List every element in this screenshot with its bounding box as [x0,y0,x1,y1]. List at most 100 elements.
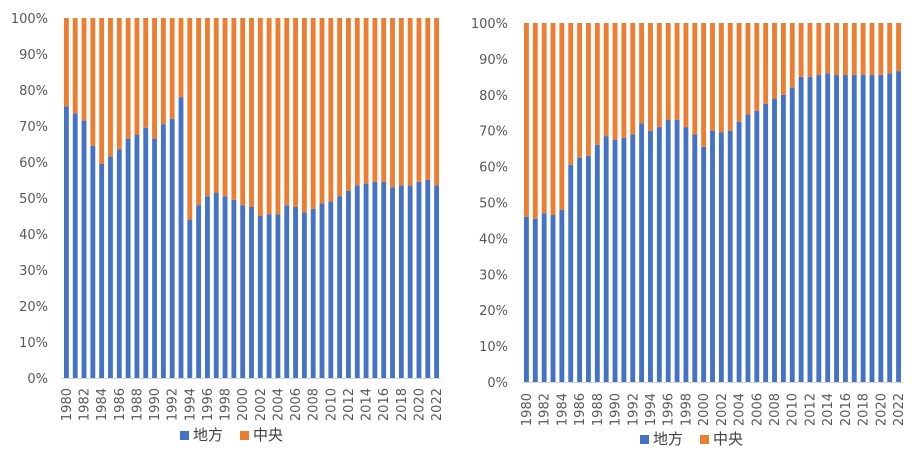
bar-local-1996 [665,119,671,383]
bar-central-1989 [603,23,609,137]
bar-local-2003 [266,214,272,378]
bar-local-2000 [701,146,707,382]
bar-local-1988 [594,145,600,382]
bar-central-2002 [257,18,263,216]
bar-central-1996 [665,23,671,120]
legend-swatch-local [640,435,649,444]
bar-local-1997 [674,119,680,383]
legend-swatch-local [180,431,189,440]
x-tick-label: 1992 [626,393,641,426]
x-tick-label: 1990 [148,388,163,421]
chart-2: 0%10%20%30%40%50%60%70%80%90%100%1980 198… [471,17,907,448]
x-tick-label: 1992 [166,388,181,421]
bar-central-2001 [249,18,254,207]
bar-central-2011 [337,18,343,197]
x-tick-label: 1982 [78,388,93,421]
bar-local-1992 [169,118,175,379]
x-tick-label: 2012 [803,393,818,426]
bar-local-2007 [301,212,307,378]
y-tick-label: 100% [471,17,508,32]
bar-central-1999 [231,18,237,200]
bar-central-1982 [81,18,87,121]
bar-central-2012 [807,23,813,77]
x-tick-label: 2020 [412,388,427,421]
legend: 地方 中央 [640,430,743,448]
bar-local-2016 [842,75,848,383]
bar-local-2007 [763,103,769,383]
bar-central-1993 [639,23,645,124]
bar-central-1983 [90,18,96,146]
bar-local-2004 [736,121,742,382]
x-tick-label: 2008 [768,393,783,426]
legend: 地方 中央 [180,426,283,444]
y-tick-label: 30% [19,264,48,279]
bar-local-1984 [99,163,105,378]
bar-central-2006 [293,18,298,207]
bar-central-1988 [594,23,600,146]
bar-central-1981 [532,23,538,219]
x-tick-label: 1982 [538,393,553,426]
bar-central-2002 [718,23,724,133]
bar-central-2008 [310,18,316,209]
bar-central-2007 [763,23,769,104]
bar-local-2004 [275,214,281,378]
bar-local-2014 [825,73,831,382]
bar-central-2005 [745,23,751,115]
bar-central-1981 [72,18,78,114]
bar-central-2005 [284,18,290,206]
y-tick-label: 10% [479,340,508,355]
legend-label-local: 地方 [193,426,223,444]
bar-local-1986 [577,157,583,382]
bar-local-2010 [789,87,795,383]
y-tick-label: 50% [19,192,48,207]
x-tick-label: 2004 [271,388,286,421]
y-tick-label: 90% [479,53,508,68]
bar-local-1987 [125,138,131,378]
bar-central-2022 [434,18,440,186]
bar-central-2004 [736,23,742,122]
x-tick-label: 2020 [874,393,889,426]
bar-central-1998 [222,18,228,197]
bar-central-2010 [328,18,334,202]
bar-central-2018 [860,23,866,76]
bar-local-1984 [559,209,565,382]
y-tick-label: 70% [19,120,48,135]
bar-local-1997 [213,192,219,378]
bar-local-2017 [851,75,857,383]
x-tick-label: 2022 [892,393,907,426]
bar-local-2009 [319,203,325,378]
x-tick-label: 1980 [520,393,535,426]
bar-local-2002 [257,216,263,378]
y-tick-label: 60% [479,161,508,176]
bar-local-1999 [692,134,698,382]
bar-local-1990 [612,139,618,382]
bar-local-1991 [160,124,166,378]
bar-local-2022 [434,185,440,378]
bar-central-2013 [354,18,360,186]
bar-local-2011 [798,76,804,382]
bar-central-2010 [789,23,795,88]
bar-local-1980 [523,216,529,382]
legend-swatch-central [240,431,249,440]
bar-local-1992 [630,134,636,382]
bar-local-2015 [834,75,839,383]
bar-local-1990 [152,138,157,378]
x-tick-label: 1994 [644,393,659,426]
bar-central-1982 [541,23,547,214]
x-tick-label: 2010 [786,393,801,426]
bar-local-2005 [745,114,751,383]
bar-local-2020 [416,181,422,378]
bar-central-1987 [586,23,591,156]
bar-local-2022 [896,71,902,382]
bar-local-1982 [81,120,87,378]
bar-central-2021 [887,23,893,74]
bar-central-1994 [648,23,653,131]
x-tick-label: 2000 [697,393,712,426]
bar-local-2005 [284,205,290,378]
bar-local-1989 [143,127,149,378]
x-tick-label: 2008 [307,388,322,421]
bar-local-1981 [532,218,538,382]
bar-local-2003 [727,130,733,382]
x-tick-label: 1990 [609,393,624,426]
